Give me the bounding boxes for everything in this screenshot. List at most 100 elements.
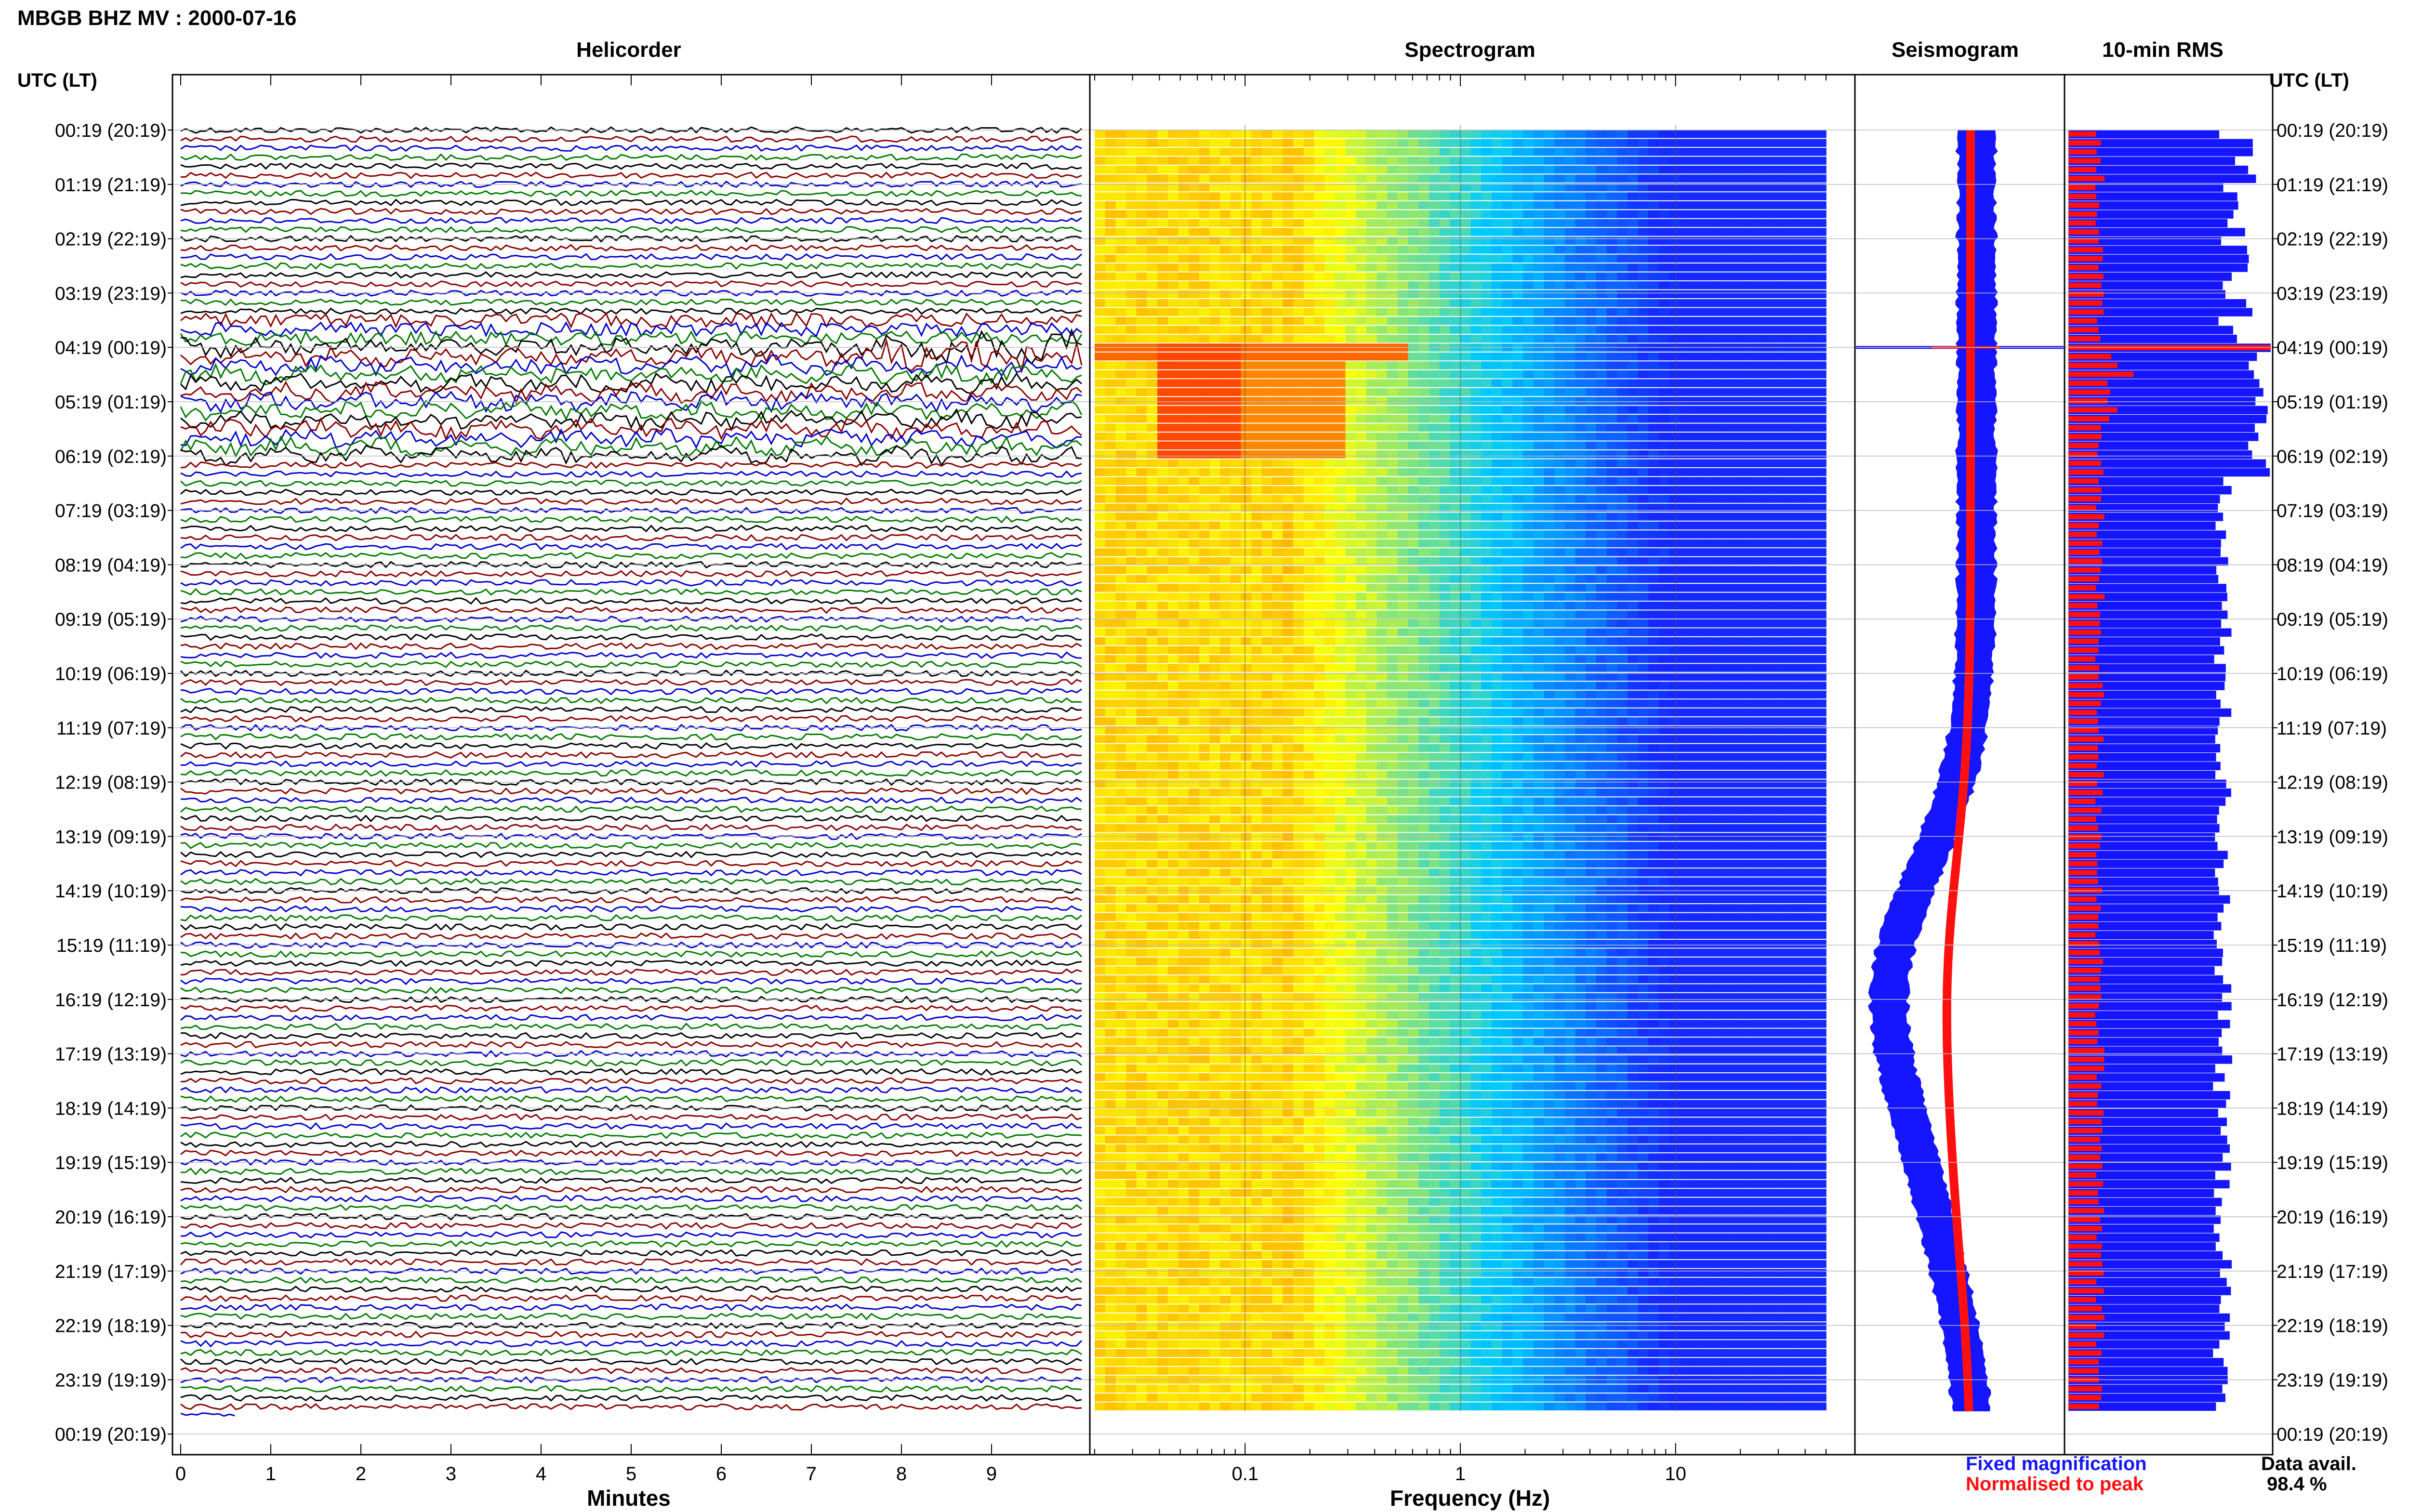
spectrogram-cell xyxy=(1492,575,1503,583)
spectrogram-cell xyxy=(1115,441,1126,449)
spectrogram-cell xyxy=(1586,530,1597,539)
spectrogram-cell xyxy=(1209,592,1220,601)
spectrogram-cell xyxy=(1554,539,1565,548)
spectrogram-cell xyxy=(1774,290,1785,298)
spectrogram-cell xyxy=(1429,174,1440,183)
spectrogram-cell xyxy=(1606,308,1618,316)
spectrogram-cell xyxy=(1157,646,1168,654)
spectrogram-cell xyxy=(1429,664,1440,672)
spectrogram-cell xyxy=(1554,139,1565,147)
spectrogram-cell xyxy=(1564,646,1576,654)
spectrogram-cell xyxy=(1690,735,1701,743)
spectrogram-cell xyxy=(1544,610,1555,618)
spectrogram-cell xyxy=(1167,441,1179,449)
spectrogram-cell xyxy=(1199,228,1210,236)
spectrogram-cell xyxy=(1418,130,1430,138)
spectrogram-cell xyxy=(1105,441,1116,449)
spectrogram-cell xyxy=(1680,655,1691,663)
spectrogram-cell xyxy=(1690,237,1701,245)
spectrogram-cell xyxy=(1439,699,1451,708)
spectrogram-cell xyxy=(1742,477,1753,485)
spectrogram-cell xyxy=(1700,352,1712,361)
spectrogram-cell xyxy=(1533,699,1545,708)
spectrogram-cell xyxy=(1387,183,1398,192)
spectrogram-cell xyxy=(1303,486,1315,494)
spectrogram-cell xyxy=(1669,539,1681,548)
spectrogram-cell xyxy=(1575,503,1586,512)
helicorder-trace xyxy=(180,1340,1083,1348)
spectrogram-cell xyxy=(1199,406,1210,414)
spectrogram-cell xyxy=(1126,379,1137,387)
spectrogram-cell xyxy=(1397,433,1409,441)
spectrogram-cell xyxy=(1178,441,1189,449)
spectrogram-cell xyxy=(1638,147,1649,156)
spectrogram-cell xyxy=(1638,334,1649,343)
spectrogram-cell xyxy=(1126,699,1137,708)
spectrogram-cell xyxy=(1189,210,1200,218)
spectrogram-cell xyxy=(1241,459,1252,467)
spectrogram-cell xyxy=(1408,299,1419,307)
spectrogram-cell xyxy=(1178,486,1189,494)
spectrogram-cell xyxy=(1700,379,1712,387)
spectrogram-cell xyxy=(1397,619,1409,628)
spectrogram-cell xyxy=(1377,672,1388,681)
spectrogram-cell xyxy=(1408,352,1419,361)
spectrogram-cell xyxy=(1721,397,1733,405)
spectrogram-cell xyxy=(1178,254,1189,263)
spectrogram-cell xyxy=(1680,672,1691,681)
spectrogram-cell xyxy=(1356,521,1367,530)
spectrogram-cell xyxy=(1481,690,1492,699)
spectrogram-cell xyxy=(1753,566,1764,574)
spectrogram-cell xyxy=(1638,655,1649,663)
spectrogram-cell xyxy=(1648,655,1659,663)
spectrogram-cell xyxy=(1481,263,1492,272)
spectrogram-cell xyxy=(1628,423,1639,432)
spectrogram-cell xyxy=(1439,290,1451,298)
spectrogram-cell xyxy=(1732,219,1743,227)
spectrogram-cell xyxy=(1628,316,1639,325)
spectrogram-cell xyxy=(1586,584,1597,592)
spectrogram-cell xyxy=(1805,459,1816,467)
spectrogram-cell xyxy=(1335,726,1346,735)
spectrogram-cell xyxy=(1397,628,1409,636)
spectrogram-cell xyxy=(1700,566,1712,574)
spectrogram-cell xyxy=(1690,548,1701,556)
spectrogram-cell xyxy=(1324,379,1336,387)
spectrogram-cell xyxy=(1241,326,1252,334)
spectrogram-cell xyxy=(1596,183,1607,192)
spectrogram-cell xyxy=(1209,548,1220,556)
spectrogram-cell xyxy=(1680,503,1691,512)
spectrogram-cell xyxy=(1366,130,1377,138)
spectrogram-cell xyxy=(1470,592,1482,601)
spectrogram-cell xyxy=(1136,352,1148,361)
spectrogram-cell xyxy=(1617,477,1628,485)
spectrogram-cell xyxy=(1492,682,1503,690)
spectrogram-cell xyxy=(1784,130,1795,138)
spectrogram-cell xyxy=(1805,433,1816,441)
spectrogram-cell xyxy=(1586,326,1597,334)
spectrogram-cell xyxy=(1753,316,1764,325)
spectrogram-cell xyxy=(1439,423,1451,432)
spectrogram-cell xyxy=(1763,717,1774,725)
spectrogram-cell xyxy=(1157,575,1168,583)
spectrogram-cell xyxy=(1805,157,1816,165)
spectrogram-cell xyxy=(1680,468,1691,476)
spectrogram-cell xyxy=(1335,157,1346,165)
spectrogram-cell xyxy=(1753,139,1764,147)
spectrogram-cell xyxy=(1126,637,1137,645)
spectrogram-cell xyxy=(1544,433,1555,441)
spectrogram-cell xyxy=(1502,690,1513,699)
spectrogram-cell xyxy=(1680,521,1691,530)
spectrogram-cell xyxy=(1408,228,1419,236)
spectrogram-cell xyxy=(1241,530,1252,539)
spectrogram-cell xyxy=(1230,592,1242,601)
spectrogram-cell xyxy=(1157,637,1168,645)
spectrogram-cell xyxy=(1700,557,1712,565)
spectrogram-cell xyxy=(1095,388,1106,396)
spectrogram-cell xyxy=(1199,183,1210,192)
spectrogram-cell xyxy=(1189,664,1200,672)
spectrogram-cell xyxy=(1408,157,1419,165)
spectrogram-cell xyxy=(1272,690,1284,699)
spectrogram-cell xyxy=(1628,219,1639,227)
spectrogram-cell xyxy=(1387,602,1398,610)
